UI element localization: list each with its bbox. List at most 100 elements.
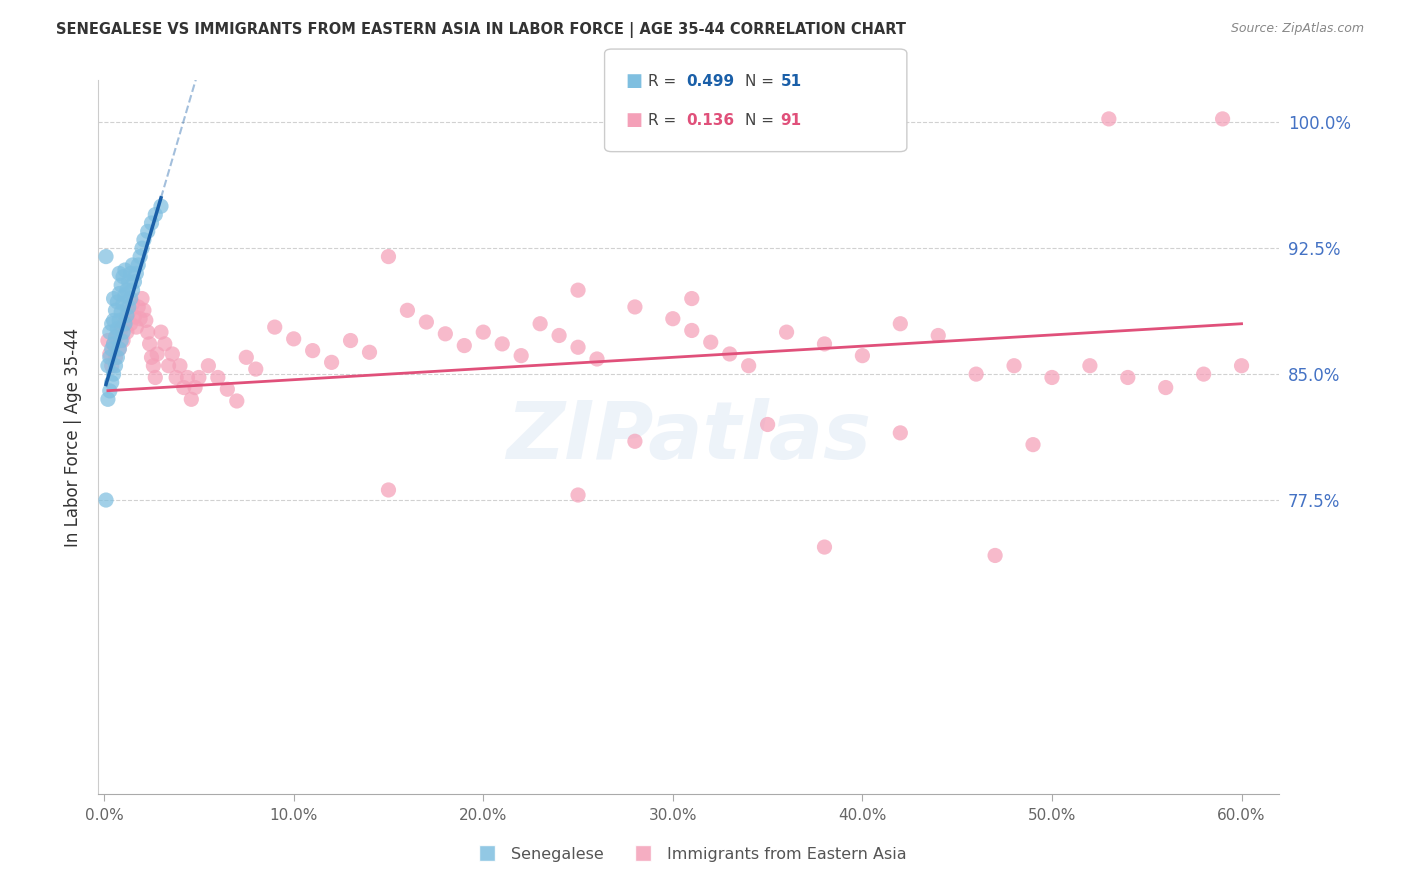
Point: [283, 332, 305, 346]
Point: [700, 335, 723, 350]
Point: [567, 340, 589, 354]
Point: [94, 493, 117, 508]
Point: [813, 540, 835, 554]
Point: [180, 392, 202, 407]
Point: [97, 392, 120, 407]
Point: [100, 342, 122, 356]
Point: [263, 320, 285, 334]
Point: [434, 326, 457, 341]
Point: [131, 241, 153, 255]
Text: 0.136: 0.136: [686, 113, 734, 128]
Point: [813, 337, 835, 351]
Point: [100, 359, 122, 373]
Point: [146, 347, 169, 361]
Point: [142, 359, 165, 373]
Point: [184, 380, 207, 394]
Text: ■: ■: [626, 72, 643, 90]
Point: [104, 330, 127, 344]
Point: [98, 325, 121, 339]
Point: [105, 328, 128, 343]
Point: [108, 342, 131, 356]
Point: [681, 323, 703, 337]
Point: [141, 351, 163, 365]
Point: [97, 359, 120, 373]
Text: N =: N =: [745, 74, 779, 88]
Point: [105, 322, 128, 336]
Point: [472, 325, 495, 339]
Point: [176, 370, 198, 384]
Point: [756, 417, 779, 432]
Point: [100, 376, 122, 390]
Point: [377, 250, 399, 264]
Point: [529, 317, 551, 331]
Point: [115, 309, 138, 323]
Point: [889, 317, 911, 331]
Point: [453, 338, 475, 352]
Text: 91: 91: [780, 113, 801, 128]
Point: [165, 370, 187, 384]
Point: [121, 296, 143, 310]
Point: [1022, 437, 1045, 451]
Point: [681, 292, 703, 306]
Point: [718, 347, 741, 361]
Point: [162, 347, 184, 361]
Point: [108, 286, 131, 301]
Point: [104, 303, 127, 318]
Point: [98, 351, 121, 365]
Point: [114, 317, 136, 331]
Point: [1116, 370, 1139, 384]
Point: [1002, 359, 1025, 373]
Point: [121, 258, 143, 272]
Point: [127, 300, 149, 314]
Point: [129, 250, 152, 264]
Point: [510, 349, 533, 363]
Point: [377, 483, 399, 497]
Point: [104, 359, 127, 373]
Text: Source: ZipAtlas.com: Source: ZipAtlas.com: [1230, 22, 1364, 36]
Point: [103, 337, 125, 351]
Point: [138, 337, 160, 351]
Point: [115, 283, 138, 297]
Point: [120, 292, 142, 306]
Point: [136, 325, 159, 339]
Point: [187, 370, 209, 384]
Point: [110, 305, 132, 319]
Point: [965, 367, 987, 381]
Point: [136, 224, 159, 238]
Point: [103, 367, 125, 381]
Point: [118, 305, 141, 319]
Point: [1040, 370, 1063, 384]
Point: [120, 317, 142, 331]
Point: [197, 359, 219, 373]
Point: [624, 300, 647, 314]
Point: [143, 370, 166, 384]
Point: [105, 294, 128, 309]
Point: [112, 334, 135, 348]
Point: [125, 320, 148, 334]
Point: [100, 317, 122, 331]
Point: [110, 278, 132, 293]
Point: [169, 359, 191, 373]
Legend: Senegalese, Immigrants from Eastern Asia: Senegalese, Immigrants from Eastern Asia: [464, 840, 914, 868]
Point: [1230, 359, 1253, 373]
Point: [125, 266, 148, 280]
Point: [115, 325, 138, 339]
Point: [567, 488, 589, 502]
Point: [114, 313, 136, 327]
Point: [173, 380, 195, 394]
Point: [143, 208, 166, 222]
Point: [110, 334, 132, 348]
Text: R =: R =: [648, 74, 682, 88]
Point: [359, 345, 381, 359]
Point: [132, 303, 155, 318]
Point: [131, 292, 153, 306]
Point: [141, 216, 163, 230]
Point: [301, 343, 323, 358]
Point: [1212, 112, 1234, 126]
Text: SENEGALESE VS IMMIGRANTS FROM EASTERN ASIA IN LABOR FORCE | AGE 35-44 CORRELATIO: SENEGALESE VS IMMIGRANTS FROM EASTERN AS…: [56, 22, 907, 38]
Point: [396, 303, 419, 318]
Point: [207, 370, 229, 384]
Point: [491, 337, 513, 351]
Point: [114, 288, 136, 302]
Text: ZIPatlas: ZIPatlas: [506, 398, 872, 476]
